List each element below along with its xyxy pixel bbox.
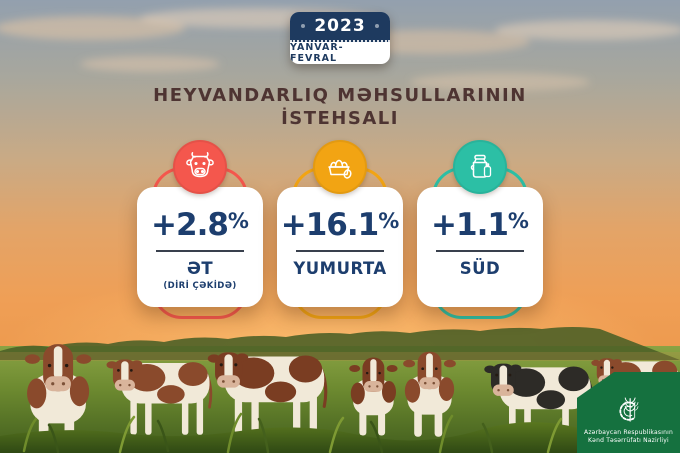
gear-wheat-emblem-icon <box>619 397 639 422</box>
ministry-name-line1: Azərbaycan Respublikasının <box>584 428 673 436</box>
eggs-icon <box>328 159 352 179</box>
decorative-dot <box>301 24 306 28</box>
stat-card-body: +16.1% YUMURTA <box>277 187 403 307</box>
stat-card-milk: +1.1% SÜD <box>417 140 543 326</box>
category-label: ƏT <box>186 259 214 278</box>
stat-card-body: +2.8% ƏT (DİRİ ÇƏKİDƏ) <box>137 187 263 307</box>
cow-icon <box>186 152 214 178</box>
period-badge: 2023 YANVAR-FEVRAL <box>290 12 390 64</box>
card-icon-circle <box>173 140 227 194</box>
divider <box>296 250 384 252</box>
stat-card-meat: +2.8% ƏT (DİRİ ÇƏKİDƏ) <box>137 140 263 326</box>
stat-card-body: +1.1% SÜD <box>417 187 543 307</box>
decorative-dot <box>374 24 379 28</box>
category-sublabel: (DİRİ ÇƏKİDƏ) <box>163 281 237 291</box>
stat-card-eggs: +16.1% YUMURTA <box>277 140 403 326</box>
ministry-name: Azərbaycan Respublikasının Kənd Təsərrüf… <box>584 429 673 446</box>
year-badge: 2023 <box>290 12 390 42</box>
card-icon-circle <box>453 140 507 194</box>
ministry-name-line2: Kənd Təsərrüfatı Nazirliyi <box>588 437 669 445</box>
category-label: SÜD <box>459 259 501 278</box>
stat-value: +2.8% <box>151 207 249 243</box>
stat-value: +1.1% <box>431 207 529 243</box>
year-label: 2023 <box>314 16 366 36</box>
card-icon-circle <box>313 140 367 194</box>
stat-value: +16.1% <box>280 207 400 243</box>
category-label: YUMURTA <box>293 259 387 278</box>
divider <box>436 250 524 252</box>
page-title: HEYVANDARLIQ MƏHSULLARININ İSTEHSALI <box>153 85 527 130</box>
divider <box>156 250 244 252</box>
milk-icon <box>470 154 492 178</box>
period-label: YANVAR-FEVRAL <box>290 42 344 64</box>
stats-cards: +2.8% ƏT (DİRİ ÇƏKİDƏ) <box>137 140 543 326</box>
